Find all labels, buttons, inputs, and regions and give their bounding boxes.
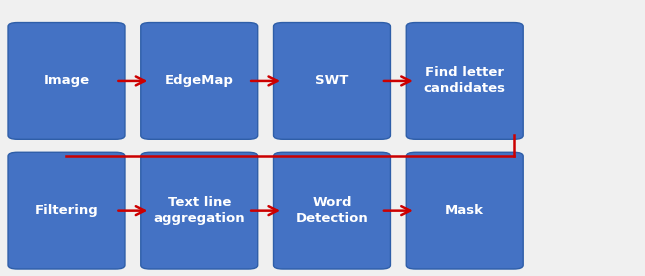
Text: Find letter
candidates: Find letter candidates — [424, 67, 506, 95]
Text: Filtering: Filtering — [35, 204, 99, 217]
FancyBboxPatch shape — [141, 23, 258, 139]
Text: Word
Detection: Word Detection — [295, 196, 368, 225]
Text: SWT: SWT — [315, 75, 349, 87]
FancyBboxPatch shape — [8, 23, 125, 139]
Text: EdgeMap: EdgeMap — [165, 75, 233, 87]
FancyBboxPatch shape — [406, 23, 523, 139]
FancyBboxPatch shape — [8, 152, 125, 269]
Text: Mask: Mask — [445, 204, 484, 217]
FancyBboxPatch shape — [141, 152, 258, 269]
FancyBboxPatch shape — [273, 23, 390, 139]
Text: Text line
aggregation: Text line aggregation — [154, 196, 245, 225]
FancyBboxPatch shape — [273, 152, 390, 269]
FancyBboxPatch shape — [406, 152, 523, 269]
Text: Image: Image — [43, 75, 90, 87]
